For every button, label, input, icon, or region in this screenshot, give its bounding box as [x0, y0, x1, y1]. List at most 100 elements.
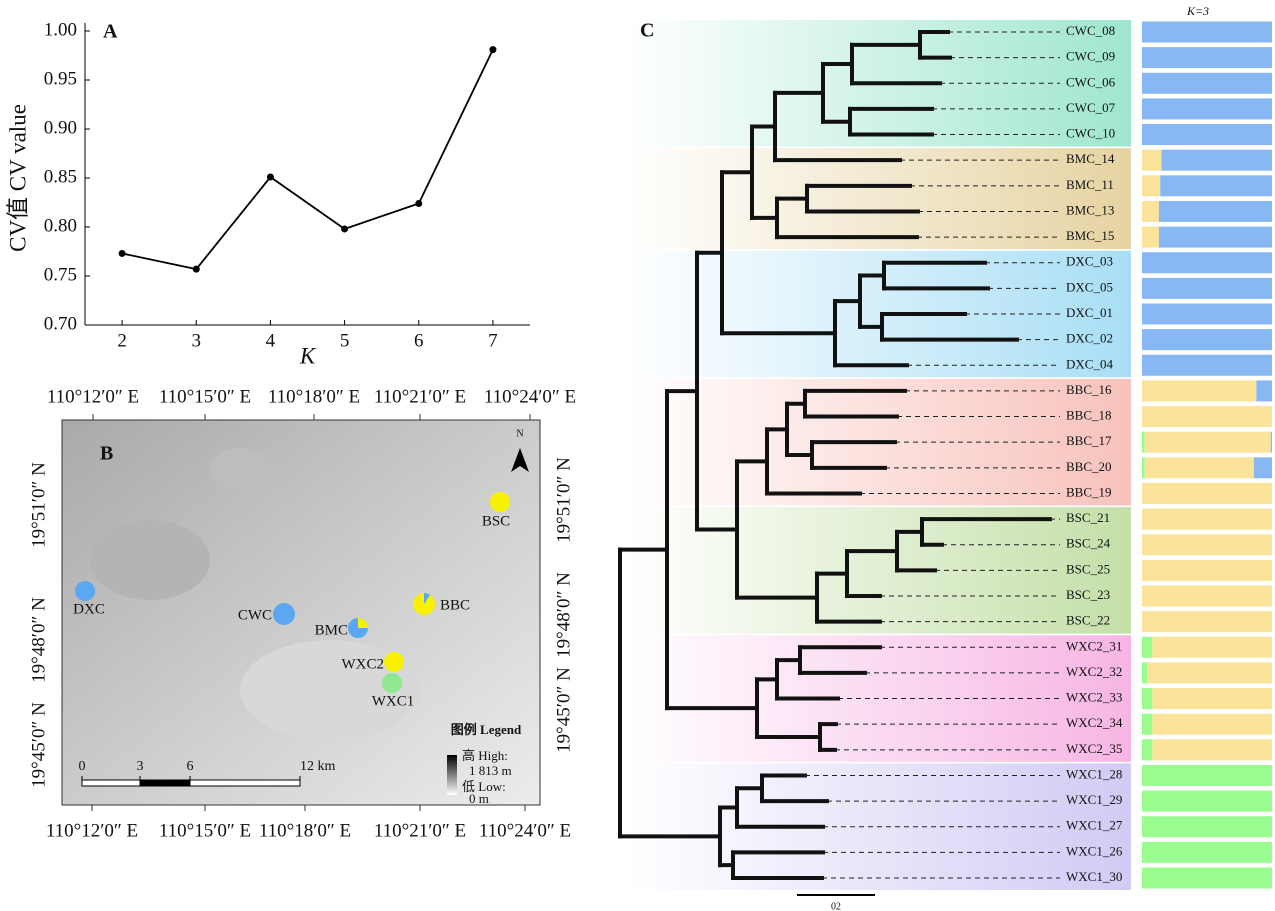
ancestry-segment — [1142, 98, 1272, 119]
lat-label: 19°51′0″ N — [553, 457, 574, 543]
panel-label: C — [640, 20, 654, 42]
sample-label: BMC_11 — [1066, 177, 1114, 192]
lat-label: 19°45′0″ N — [553, 667, 574, 753]
y-tick-label: 0.95 — [44, 68, 77, 89]
sample-label: WXC2_33 — [1066, 690, 1122, 705]
lat-label: 19°48′0″ N — [553, 572, 574, 658]
panel-label: B — [100, 443, 113, 465]
ancestry-segment — [1142, 688, 1152, 709]
sample-label: DXC_04 — [1066, 356, 1113, 371]
cv-point — [267, 174, 274, 181]
site-pie — [382, 673, 402, 693]
ancestry-segment — [1142, 637, 1152, 658]
ancestry-segment — [1159, 227, 1272, 248]
ancestry-segment — [1152, 714, 1272, 735]
ancestry-segment — [1142, 304, 1272, 325]
scale-bar — [82, 780, 300, 786]
ancestry-segment — [1142, 227, 1159, 248]
ancestry-segment — [1142, 791, 1272, 812]
ancestry-segment — [1142, 124, 1272, 145]
lat-label: 19°45′0″ N — [28, 702, 49, 788]
sample-label: BSC_23 — [1066, 587, 1110, 602]
x-axis-label: K — [299, 343, 317, 368]
north-label: N — [516, 428, 523, 439]
ancestry-segment — [1142, 278, 1272, 299]
sample-label: BBC_16 — [1066, 382, 1112, 397]
cv-point — [489, 46, 496, 53]
ancestry-segment — [1159, 201, 1272, 222]
lon-label: 110°24′0″ E — [484, 386, 576, 407]
x-tick-label: 6 — [414, 330, 424, 351]
ancestry-segment — [1142, 534, 1272, 555]
sample-label: BBC_20 — [1066, 459, 1112, 474]
x-tick-label: 7 — [488, 330, 498, 351]
sample-label: WXC1_26 — [1066, 843, 1123, 858]
y-tick-label: 0.90 — [44, 117, 77, 138]
site-label: DXC — [73, 601, 105, 617]
site-label: BBC — [440, 597, 470, 613]
scale-label: 6 — [187, 759, 194, 774]
lon-label: 110°21′0″ E — [374, 386, 466, 407]
sample-label: BSC_24 — [1066, 536, 1111, 551]
ancestry-segment — [1142, 252, 1272, 273]
ancestry-segment — [1142, 868, 1272, 889]
ancestry-segment — [1147, 662, 1272, 683]
sample-label: DXC_03 — [1066, 254, 1113, 269]
ancestry-segment — [1145, 457, 1254, 478]
site-label: WXC1 — [372, 693, 415, 709]
sample-label: CWC_08 — [1066, 23, 1115, 38]
y-axis-label: CV值 CV value — [5, 104, 30, 252]
ancestry-segment — [1142, 483, 1272, 504]
sample-label: WXC2_31 — [1066, 638, 1122, 653]
scale-label: 12 km — [300, 759, 336, 774]
ancestry-segment — [1142, 432, 1145, 453]
y-tick-label: 0.85 — [44, 166, 77, 187]
y-tick-label: 0.75 — [44, 264, 77, 285]
legend-title: 图例 Legend — [451, 722, 522, 737]
site-pie — [384, 652, 404, 672]
y-tick-label: 0.80 — [44, 215, 77, 236]
cv-line — [122, 50, 493, 270]
ancestry-segment — [1142, 662, 1147, 683]
legend-high-value: 1 813 m — [469, 763, 512, 778]
ancestry-segment — [1152, 637, 1272, 658]
ancestry-segment — [1152, 739, 1272, 760]
ancestry-segment — [1142, 150, 1162, 171]
ancestry-segment — [1142, 47, 1272, 68]
sample-label: BMC_14 — [1066, 151, 1115, 166]
sample-label: DXC_02 — [1066, 331, 1113, 346]
sample-label: WXC1_29 — [1066, 792, 1122, 807]
cv-point — [341, 225, 348, 232]
lat-label: 19°48′0″ N — [28, 597, 49, 683]
ancestry-segment — [1142, 560, 1272, 581]
sample-label: WXC1_27 — [1066, 818, 1123, 833]
lon-label: 110°24′0″ E — [479, 820, 571, 841]
ancestry-segment — [1142, 406, 1272, 427]
ancestry-segment — [1142, 73, 1272, 94]
sample-label: BSC_25 — [1066, 561, 1110, 576]
sample-label: BBC_18 — [1066, 408, 1112, 423]
sample-label: WXC2_34 — [1066, 715, 1123, 730]
x-tick-label: 3 — [192, 330, 202, 351]
ancestry-segment — [1152, 688, 1272, 709]
site-pie — [273, 603, 295, 625]
ancestry-segment — [1142, 739, 1152, 760]
ancestry-segment — [1142, 201, 1159, 222]
lon-label: 110°12′0″ E — [47, 386, 139, 407]
site-label: BMC — [315, 622, 348, 638]
group-band — [628, 148, 1131, 249]
scale-label: 0 — [79, 759, 86, 774]
sample-label: BMC_13 — [1066, 202, 1114, 217]
lon-label: 110°18′0″ E — [259, 820, 351, 841]
site-pie — [75, 581, 95, 601]
x-tick-label: 2 — [117, 330, 127, 351]
terrain — [90, 520, 210, 600]
elevation-bar — [447, 755, 457, 795]
panel-label: A — [103, 21, 118, 43]
terrain — [210, 448, 270, 492]
sample-label: BSC_21 — [1066, 510, 1110, 525]
cv-point — [193, 266, 200, 273]
ancestry-segment — [1142, 175, 1160, 196]
site-label: BSC — [482, 513, 510, 529]
lon-label: 110°12′0″ E — [46, 820, 138, 841]
